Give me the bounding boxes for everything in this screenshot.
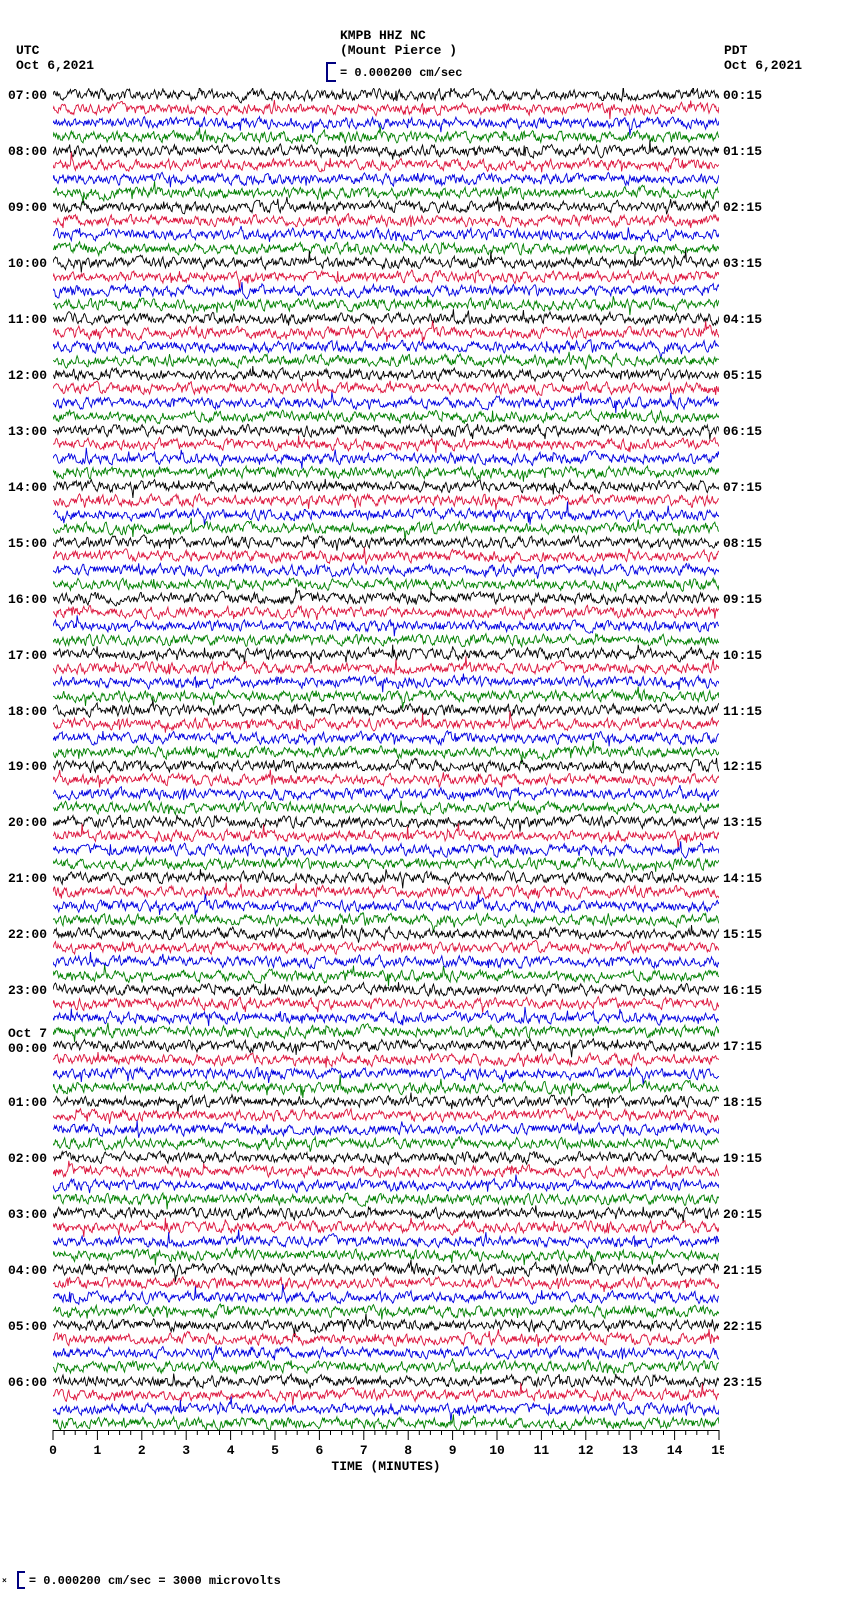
helicorder-plot: [53, 88, 719, 1430]
pdt-time-label: 18:15: [723, 1095, 762, 1110]
utc-time-label: 12:00: [8, 368, 47, 383]
pdt-time-label: 14:15: [723, 871, 762, 886]
station-code: KMPB HHZ NC: [340, 28, 426, 43]
x-axis: 0123456789101112131415TIME (MINUTES): [48, 1430, 724, 1478]
svg-text:11: 11: [534, 1443, 550, 1458]
svg-text:14: 14: [667, 1443, 683, 1458]
svg-text:6: 6: [315, 1443, 323, 1458]
svg-text:15: 15: [711, 1443, 724, 1458]
svg-text:9: 9: [449, 1443, 457, 1458]
utc-time-label: 03:00: [8, 1207, 47, 1222]
svg-text:13: 13: [622, 1443, 638, 1458]
utc-time-label: 18:00: [8, 704, 47, 719]
left-date: Oct 6,2021: [16, 58, 94, 73]
station-location: (Mount Pierce ): [340, 43, 457, 58]
utc-time-label: 23:00: [8, 983, 47, 998]
footer-scale-text: = 0.000200 cm/sec = 3000 microvolts: [29, 1574, 281, 1588]
utc-time-label: Oct 7 00:00: [8, 1026, 47, 1056]
utc-time-label: 08:00: [8, 144, 47, 159]
pdt-time-label: 01:15: [723, 144, 762, 159]
utc-time-label: 17:00: [8, 648, 47, 663]
utc-time-label: 06:00: [8, 1375, 47, 1390]
utc-time-label: 16:00: [8, 592, 47, 607]
pdt-time-label: 02:15: [723, 200, 762, 215]
svg-text:1: 1: [93, 1443, 101, 1458]
right-timezone: PDT: [724, 43, 747, 58]
pdt-time-label: 23:15: [723, 1375, 762, 1390]
utc-time-label: 01:00: [8, 1095, 47, 1110]
pdt-time-label: 10:15: [723, 648, 762, 663]
right-date: Oct 6,2021: [724, 58, 802, 73]
svg-text:10: 10: [489, 1443, 505, 1458]
pdt-time-label: 07:15: [723, 480, 762, 495]
svg-text:8: 8: [404, 1443, 412, 1458]
svg-text:5: 5: [271, 1443, 279, 1458]
pdt-time-label: 03:15: [723, 256, 762, 271]
utc-time-label: 15:00: [8, 536, 47, 551]
pdt-time-label: 17:15: [723, 1039, 762, 1054]
pdt-time-label: 22:15: [723, 1319, 762, 1334]
utc-time-label: 13:00: [8, 424, 47, 439]
pdt-time-label: 04:15: [723, 312, 762, 327]
pdt-time-label: 05:15: [723, 368, 762, 383]
footer-tick-icon: ×: [2, 1577, 7, 1586]
utc-time-label: 11:00: [8, 312, 47, 327]
pdt-time-label: 16:15: [723, 983, 762, 998]
left-timezone: UTC: [16, 43, 39, 58]
svg-text:2: 2: [138, 1443, 146, 1458]
pdt-time-label: 06:15: [723, 424, 762, 439]
pdt-time-label: 11:15: [723, 704, 762, 719]
scale-bar-icon: [326, 62, 336, 82]
pdt-time-label: 12:15: [723, 759, 762, 774]
utc-time-label: 04:00: [8, 1263, 47, 1278]
scale-caption: = 0.000200 cm/sec: [340, 66, 462, 80]
svg-text:12: 12: [578, 1443, 594, 1458]
utc-time-label: 21:00: [8, 871, 47, 886]
svg-text:3: 3: [182, 1443, 190, 1458]
utc-time-label: 05:00: [8, 1319, 47, 1334]
utc-time-label: 07:00: [8, 88, 47, 103]
footer-scale-bar-icon: [17, 1571, 25, 1589]
utc-time-label: 10:00: [8, 256, 47, 271]
pdt-time-label: 09:15: [723, 592, 762, 607]
utc-time-label: 19:00: [8, 759, 47, 774]
svg-text:0: 0: [49, 1443, 57, 1458]
pdt-time-label: 13:15: [723, 815, 762, 830]
pdt-time-label: 19:15: [723, 1151, 762, 1166]
pdt-time-label: 20:15: [723, 1207, 762, 1222]
utc-time-label: 22:00: [8, 927, 47, 942]
svg-text:7: 7: [360, 1443, 368, 1458]
pdt-time-label: 15:15: [723, 927, 762, 942]
pdt-time-label: 21:15: [723, 1263, 762, 1278]
footer-scale: × = 0.000200 cm/sec = 3000 microvolts: [0, 1572, 281, 1590]
utc-time-label: 02:00: [8, 1151, 47, 1166]
svg-text:4: 4: [227, 1443, 235, 1458]
svg-text:TIME (MINUTES): TIME (MINUTES): [331, 1459, 440, 1474]
pdt-time-label: 08:15: [723, 536, 762, 551]
utc-time-label: 14:00: [8, 480, 47, 495]
pdt-time-label: 00:15: [723, 88, 762, 103]
utc-time-label: 20:00: [8, 815, 47, 830]
utc-time-label: 09:00: [8, 200, 47, 215]
